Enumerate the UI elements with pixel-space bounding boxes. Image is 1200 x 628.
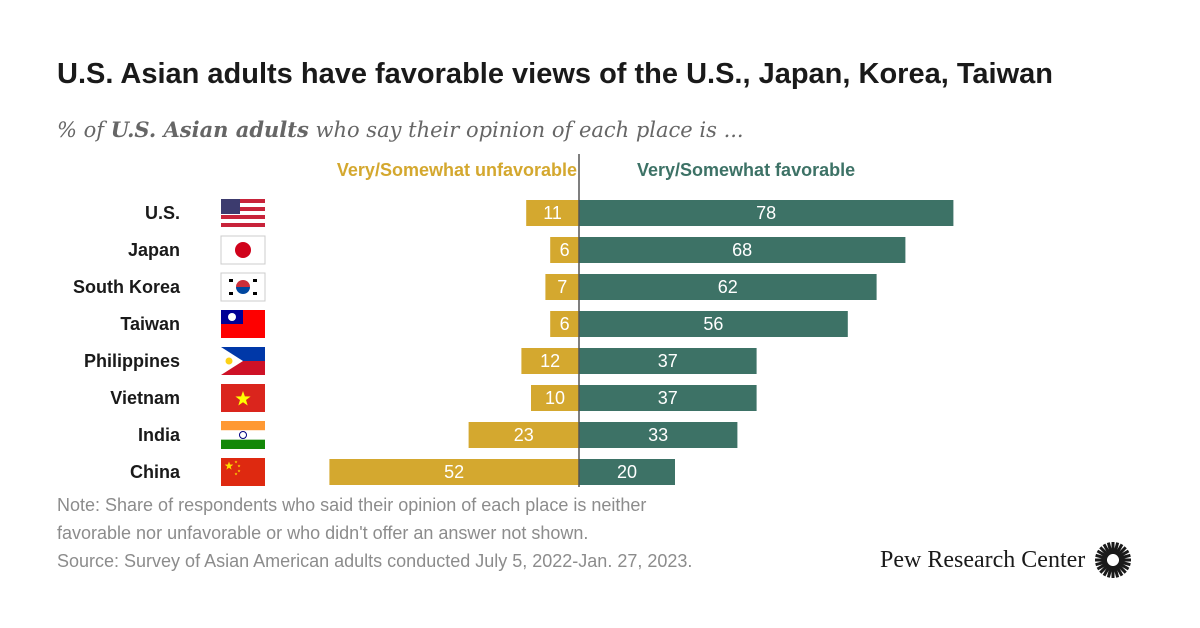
legend-favorable: Very/Somewhat favorable [637,160,855,180]
favorable-bar [579,385,757,411]
favorable-value-label: 33 [648,425,668,445]
favorable-value-label: 37 [658,388,678,408]
favorable-bar [579,422,738,448]
chart-title: U.S. Asian adults have favorable views o… [57,58,1053,90]
taiwan-flag-icon [221,310,265,338]
us-flag-icon [221,199,265,227]
unfavorable-bar [521,348,579,374]
unfavorable-value-label: 23 [514,425,534,445]
unfavorable-value-label: 12 [540,351,560,371]
unfavorable-bar [545,274,579,300]
favorable-value-label: 56 [703,314,723,334]
category-label: Taiwan [120,314,180,334]
favorable-bar [579,200,954,226]
unfavorable-bar [550,237,579,263]
favorable-value-label: 62 [718,277,738,297]
favorable-bar [579,311,848,337]
favorable-bar [579,348,757,374]
unfavorable-value-label: 6 [560,314,570,334]
vietnam-flag-icon [221,384,265,412]
note-line-1: Note: Share of respondents who said thei… [57,495,647,515]
favorable-bar [579,274,877,300]
pew-brand: Pew Research Center [880,540,1133,580]
philippines-flag-icon [221,347,265,375]
legend-unfavorable: Very/Somewhat unfavorable [337,160,577,180]
india-flag-icon [221,421,265,449]
favorable-bar [579,237,906,263]
unfavorable-value-label: 11 [543,203,562,223]
category-label: Japan [128,240,180,260]
favorable-bar [579,459,675,485]
unfavorable-bar [468,422,579,448]
favorable-value-label: 68 [732,240,752,260]
brand-name: Pew Research Center [880,546,1086,573]
note-line-2: favorable nor unfavorable or who didn't … [57,523,589,543]
favorable-value-label: 78 [756,203,776,223]
china-flag-icon [221,458,265,486]
category-label: U.S. [145,203,180,223]
japan-flag-icon [220,235,266,265]
favorable-value-label: 37 [658,351,678,371]
subtitle-bold: U.S. Asian adults [110,117,309,142]
subtitle-suffix: who say their opinion of each place is .… [308,118,744,142]
unfavorable-bar [526,200,579,226]
south-korea-flag-icon [220,272,266,302]
chart-footnote: Note: Share of respondents who said thei… [57,491,857,575]
category-label: India [138,425,181,445]
unfavorable-bar [531,385,579,411]
unfavorable-bar [550,311,579,337]
unfavorable-value-label: 6 [560,240,570,260]
category-label: Philippines [84,351,180,371]
unfavorable-value-label: 7 [557,277,567,297]
unfavorable-bar [329,459,579,485]
chart-subtitle: % of U.S. Asian adults who say their opi… [57,117,744,142]
pew-logo-icon [1095,542,1132,578]
favorable-value-label: 20 [617,462,637,482]
category-label: Vietnam [110,388,180,408]
category-label: China [130,462,181,482]
category-label: South Korea [73,277,181,297]
unfavorable-value-label: 10 [545,388,565,408]
unfavorable-value-label: 52 [444,462,464,482]
subtitle-prefix: % of [57,118,111,142]
source-line: Source: Survey of Asian American adults … [57,551,693,571]
